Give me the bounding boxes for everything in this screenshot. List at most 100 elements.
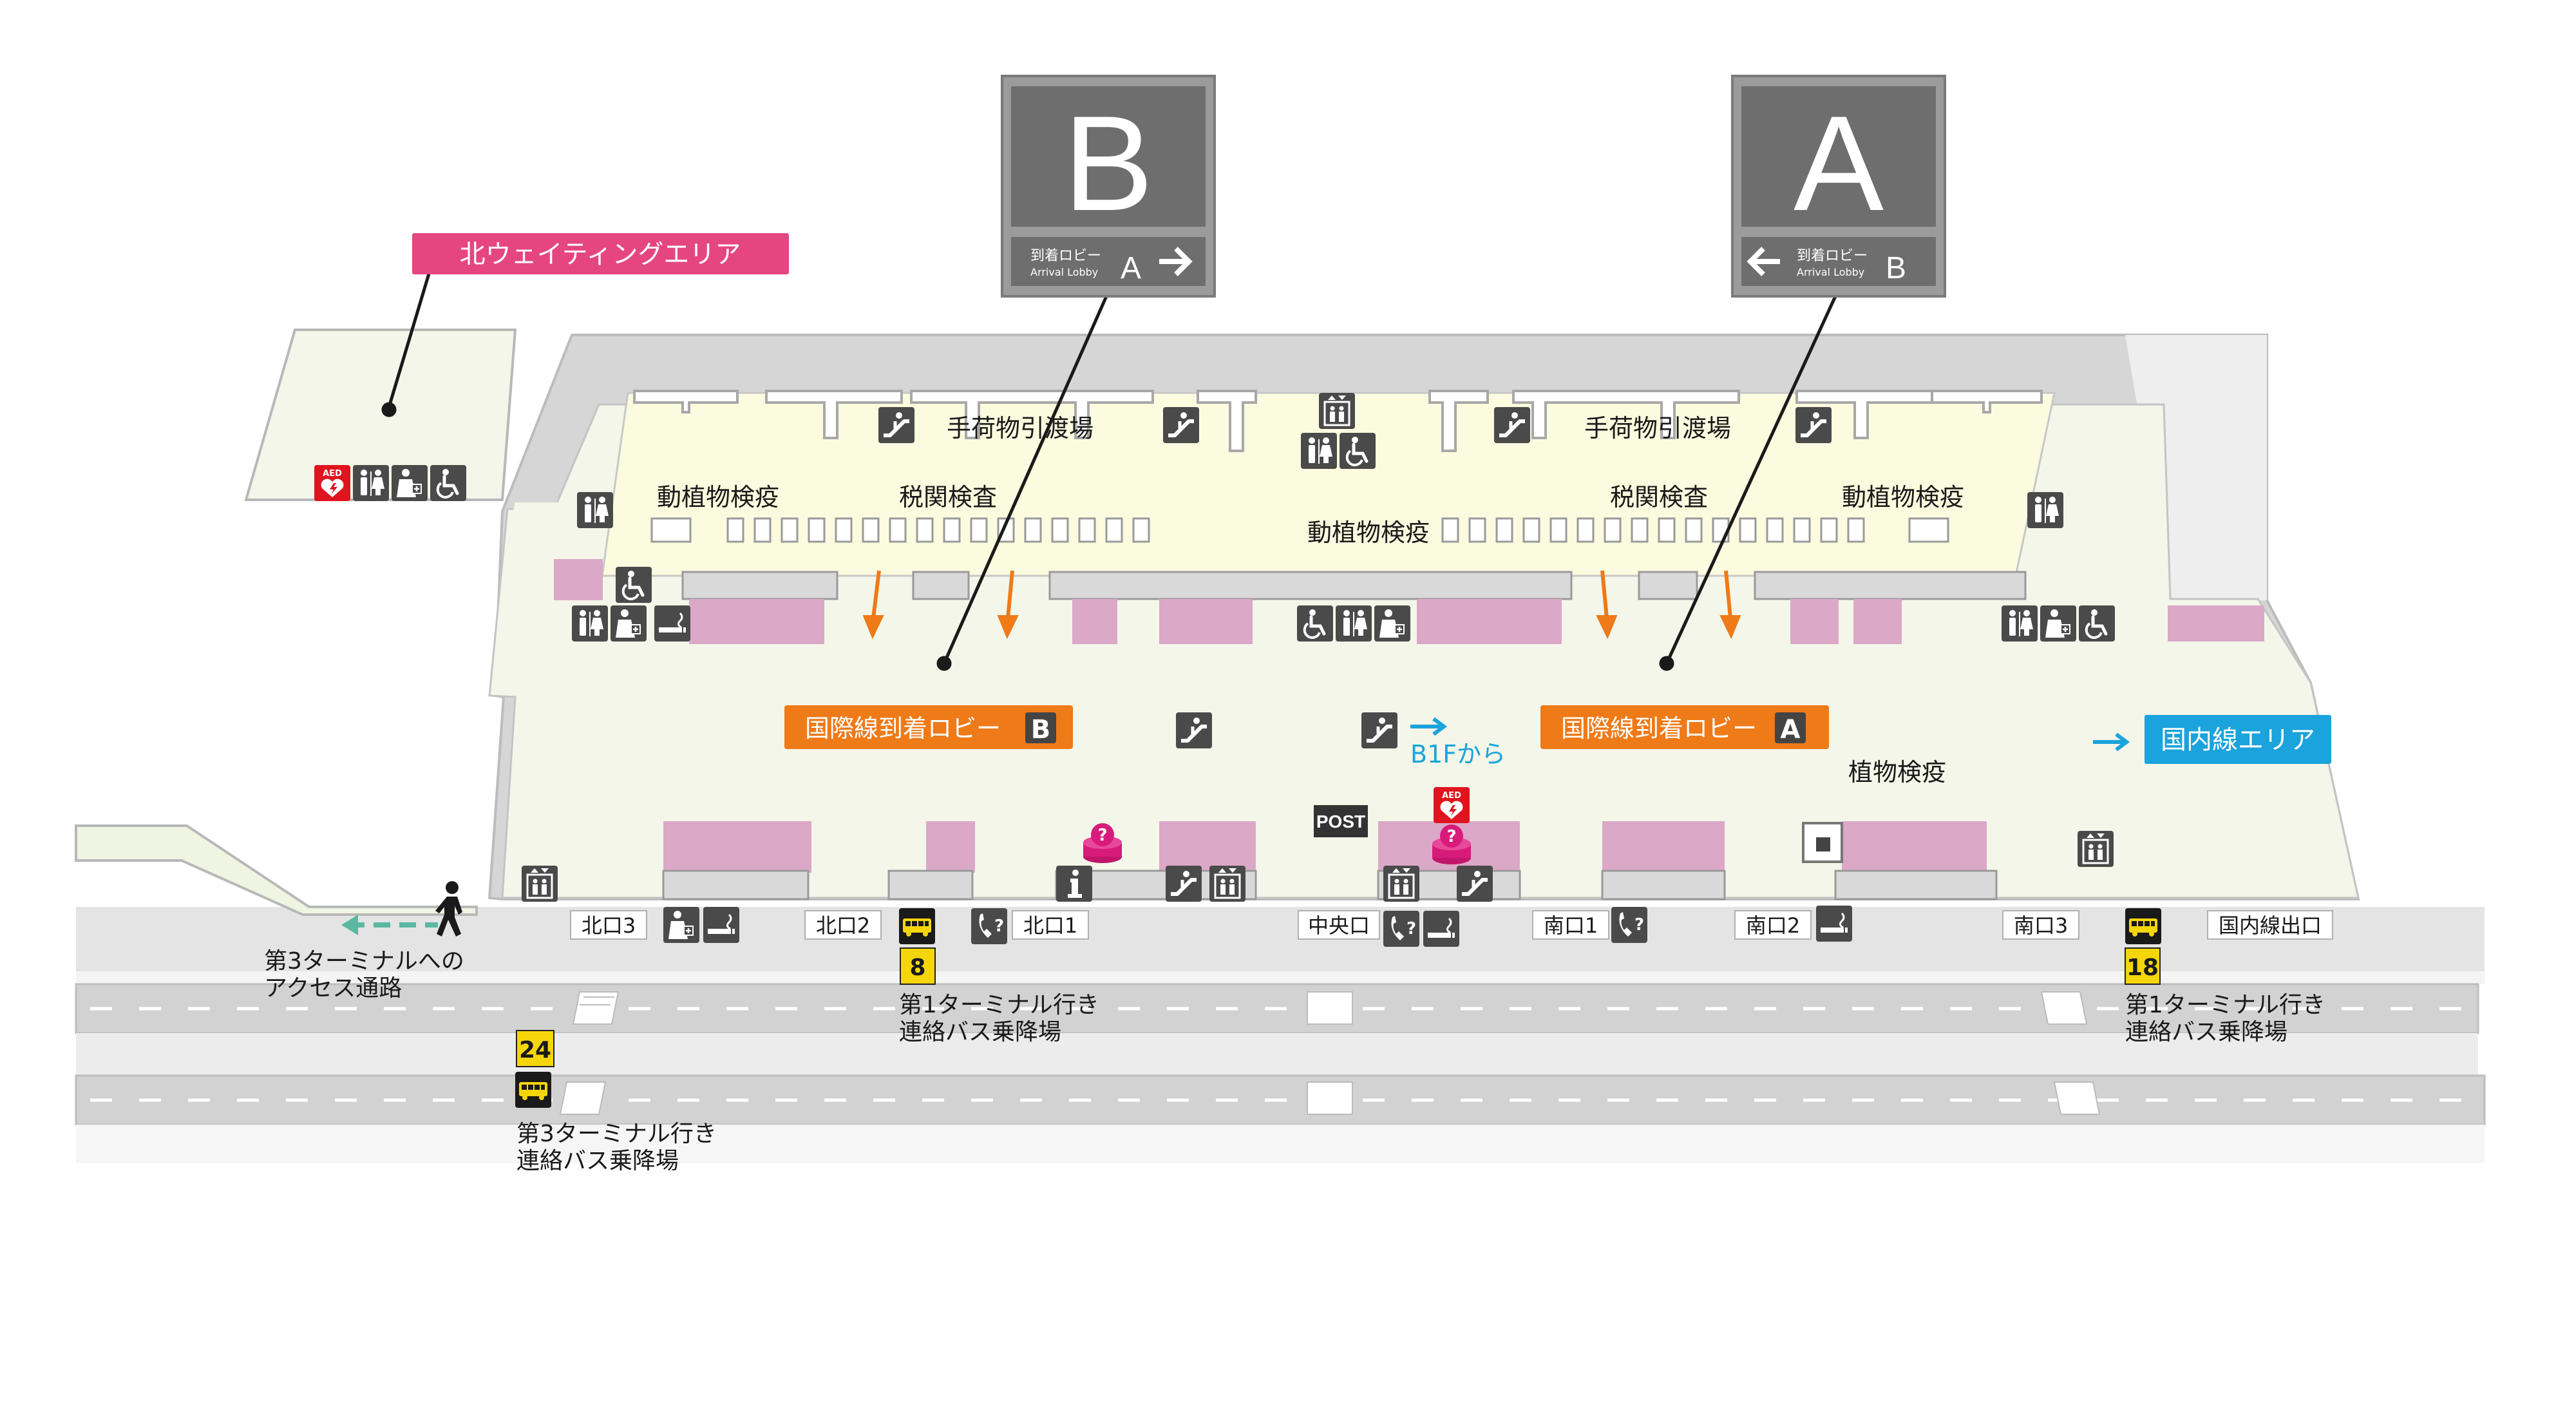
- access-path-label: 第3ターミナルへの アクセス通路: [264, 881, 464, 1002]
- exit-domestic: 国内線出口: [2207, 910, 2333, 940]
- smoking-area-icon: [1815, 904, 1853, 943]
- svg-text:A: A: [1121, 251, 1141, 285]
- nursing-room-icon: [390, 464, 429, 502]
- exit-south-2: 南口2: [1734, 910, 1812, 940]
- shops: [554, 559, 2264, 873]
- wheelchair-icon: [1340, 433, 1376, 469]
- svg-text:到着ロビー: 到着ロビー: [1797, 248, 1868, 264]
- nursing-room-icon: [662, 906, 701, 944]
- elevator-icon: [1382, 864, 1421, 903]
- access-path: [75, 824, 478, 916]
- aed-icon: [314, 465, 350, 501]
- svg-text:南口2: 南口2: [1746, 913, 1800, 938]
- svg-text:POST: POST: [1316, 812, 1365, 832]
- crosswalk: [559, 991, 2101, 1115]
- bus-icon: [899, 908, 935, 944]
- wheelchair-icon: [430, 465, 466, 501]
- escalator-icon: [1166, 866, 1202, 902]
- svg-text:到着ロビー: 到着ロビー: [1030, 248, 1101, 264]
- baggage-carousels: [633, 390, 2043, 452]
- exit-labels: 北口3 北口2 北口1 中央口 南口1 南口2 南口3 国内線出口: [570, 910, 2333, 940]
- restroom-icon: [353, 465, 389, 501]
- walking-person-icon: [435, 881, 462, 937]
- restroom-icon: [2002, 605, 2038, 642]
- right-arrow-icon: [1159, 247, 1193, 276]
- elevator-icon: [1318, 392, 1356, 430]
- domestic-area-callout: 国内線エリア: [2093, 715, 2331, 764]
- svg-text:北ウェイティングエリア: 北ウェイティングエリア: [460, 240, 741, 269]
- svg-text:北口2: 北口2: [816, 913, 870, 938]
- bus-stop-8: 8 第1ターミナル行き 連絡バス乗降場: [899, 947, 1099, 1045]
- svg-text:国際線到着ロビー: 国際線到着ロビー: [1561, 714, 1757, 743]
- svg-text:Arrival Lobby: Arrival Lobby: [1030, 266, 1098, 278]
- escalator-icon: [1176, 712, 1212, 748]
- svg-text:北口1: 北口1: [1023, 913, 1077, 938]
- exit-north-2: 北口2: [804, 910, 882, 940]
- elevator-icon: [2076, 830, 2115, 868]
- from-b1f-note: B1Fから: [1410, 717, 1506, 768]
- elevator-icon: [1208, 864, 1247, 903]
- svg-text:Arrival Lobby: Arrival Lobby: [1797, 266, 1864, 278]
- svg-text:24: 24: [519, 1037, 551, 1063]
- wheelchair-icon: [1297, 605, 1333, 642]
- svg-text:手荷物引渡場: 手荷物引渡場: [947, 414, 1094, 442]
- lobby-sign-A-letter: A: [1794, 88, 1884, 239]
- svg-text:B: B: [1886, 251, 1906, 285]
- restroom-icon: [1301, 433, 1337, 469]
- escalator-icon: [1795, 407, 1832, 443]
- escalator-icon: [1494, 407, 1530, 443]
- north-waiting-callout: 北ウェイティングエリア: [412, 233, 789, 274]
- roads: [75, 907, 2486, 1163]
- information-icon: [1056, 866, 1092, 902]
- nursing-room-icon: [1373, 604, 1412, 643]
- flow-arrows: [862, 570, 1741, 640]
- svg-text:動植物検疫: 動植物検疫: [657, 483, 779, 511]
- lobby-sign-B: B 到着ロビー Arrival Lobby A: [1001, 75, 1216, 298]
- svg-text:第1ターミナル行き: 第1ターミナル行き: [899, 992, 1099, 1018]
- bus-stop-24: 24 第3ターミナル行き 連絡バス乗降場: [516, 1030, 717, 1174]
- svg-text:植物検疫: 植物検疫: [1848, 758, 1946, 786]
- exit-north-3: 北口3: [570, 910, 647, 940]
- exit-south-3: 南口3: [2002, 910, 2079, 940]
- svg-text:税関検査: 税関検査: [1610, 483, 1708, 511]
- arrival-lobby-B-callout: 国際線到着ロビー B: [784, 705, 1073, 749]
- exit-south-1: 南口1: [1532, 910, 1609, 940]
- aed-icon: [1434, 787, 1470, 823]
- svg-text:第1ターミナル行き: 第1ターミナル行き: [2125, 992, 2325, 1018]
- svg-text:国際線到着ロビー: 国際線到着ロビー: [805, 714, 1001, 743]
- facility-labels: 手荷物引渡場 手荷物引渡場 動植物検疫 動植物検疫 動植物検疫 税関検査 税関検…: [657, 414, 1964, 786]
- svg-text:南口1: 南口1: [1544, 913, 1598, 938]
- wheelchair-icon: [2079, 605, 2115, 642]
- phone-icon: [1383, 911, 1419, 947]
- north-waiting-area: [244, 328, 517, 501]
- svg-text:第3ターミナル行き: 第3ターミナル行き: [516, 1121, 717, 1147]
- svg-text:B1Fから: B1Fから: [1410, 740, 1506, 768]
- svg-text:動植物検疫: 動植物検疫: [1307, 518, 1430, 547]
- nursing-room-icon: [609, 604, 648, 643]
- restroom-icon: [2027, 492, 2063, 528]
- svg-text:アクセス通路: アクセス通路: [264, 975, 402, 1002]
- svg-text:8: 8: [909, 955, 925, 981]
- phone-icon: [971, 908, 1007, 944]
- svg-text:18: 18: [2126, 955, 2159, 981]
- bus-icon: [515, 1072, 551, 1108]
- smoking-area-icon: [702, 906, 741, 944]
- svg-text:国内線出口: 国内線出口: [2219, 913, 2322, 938]
- svg-text:B: B: [1031, 715, 1051, 745]
- customs-counters: [681, 571, 2027, 600]
- escalator-icon: [1457, 866, 1493, 902]
- exit-central: 中央口: [1298, 910, 1380, 940]
- restroom-icon: [572, 605, 608, 642]
- escalator-icon: [1361, 712, 1397, 748]
- exit-north-1: 北口1: [1012, 910, 1089, 940]
- elevator-icon: [520, 864, 559, 903]
- lobby-sign-A: A 到着ロビー Arrival Lobby B: [1731, 75, 1946, 298]
- svg-text:国内線エリア: 国内線エリア: [2161, 725, 2315, 755]
- wheelchair-icon: [616, 567, 652, 603]
- svg-text:動植物検疫: 動植物検疫: [1842, 483, 1964, 511]
- bus-stop-18: 18 第1ターミナル行き 連絡バス乗降場: [2125, 947, 2325, 1045]
- svg-text:税関検査: 税関検査: [899, 483, 997, 511]
- restroom-icon: [577, 492, 613, 528]
- restroom-icon: [1336, 605, 1372, 642]
